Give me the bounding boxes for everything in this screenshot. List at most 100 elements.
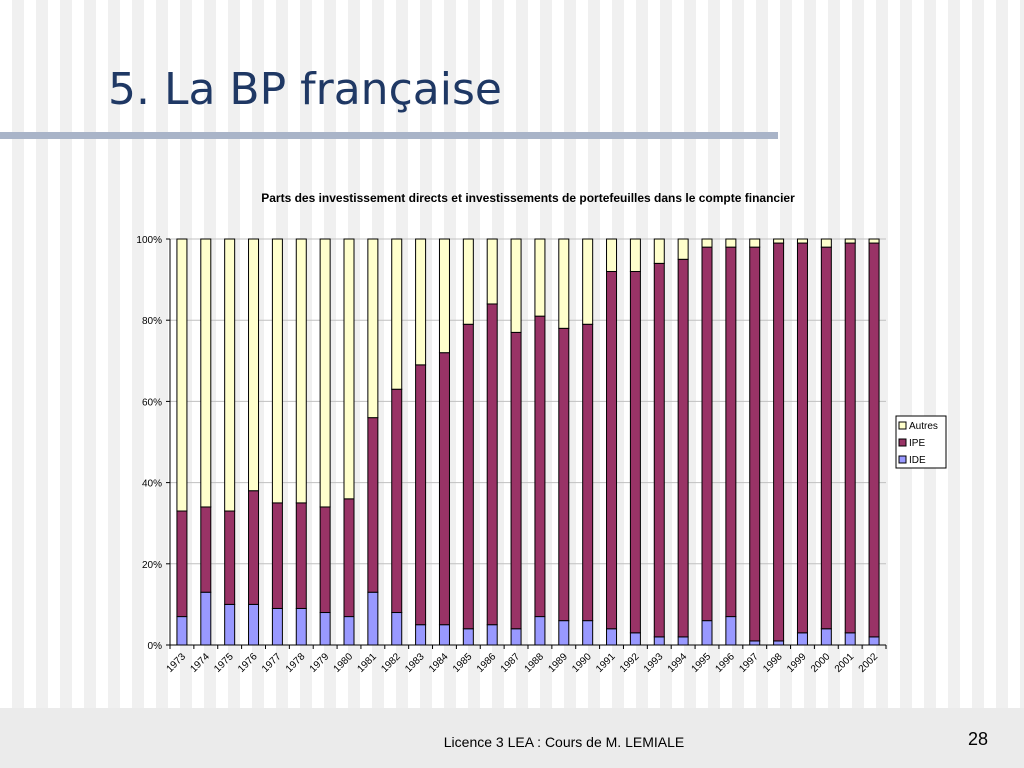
x-tick-label: 1991 xyxy=(594,651,618,675)
bar-ide-1974 xyxy=(200,591,212,646)
bar-autres-1999 xyxy=(796,238,808,244)
bar-ide-2001 xyxy=(844,632,856,646)
bar-ide-1998 xyxy=(773,640,785,646)
title-area: 5. La BP française xyxy=(0,0,1024,150)
bar-autres-1987 xyxy=(510,238,522,333)
bar-ipe-1983 xyxy=(415,364,427,626)
bar-ipe-1999 xyxy=(796,242,808,634)
y-tick-label: 20% xyxy=(142,560,162,571)
bar-ipe-1984 xyxy=(438,352,450,626)
bar-ide-1991 xyxy=(606,628,618,646)
bar-ide-1983 xyxy=(415,624,427,646)
x-tick-label: 2001 xyxy=(833,651,857,675)
bar-autres-1990 xyxy=(582,238,594,325)
x-tick-label: 1989 xyxy=(546,651,570,675)
x-tick-label: 1981 xyxy=(355,651,379,675)
bar-ipe-1976 xyxy=(248,490,260,605)
y-tick-label: 40% xyxy=(142,479,162,490)
y-tick-label: 0% xyxy=(148,641,163,652)
bar-ipe-1981 xyxy=(367,417,379,593)
x-tick-label: 2002 xyxy=(857,651,881,675)
x-tick-label: 1984 xyxy=(427,651,451,675)
bar-autres-1980 xyxy=(343,238,355,500)
bar-ide-1984 xyxy=(438,624,450,646)
bar-autres-1984 xyxy=(438,238,450,354)
bar-autres-2000 xyxy=(820,238,832,248)
legend-swatch-ide xyxy=(898,455,907,464)
bar-ipe-1977 xyxy=(271,502,283,609)
bar-ide-2002 xyxy=(868,636,880,646)
bar-autres-1994 xyxy=(677,238,689,260)
bar-ipe-1994 xyxy=(677,258,689,638)
bar-autres-1993 xyxy=(653,238,665,264)
x-tick-label: 1996 xyxy=(713,651,737,675)
x-tick-label: 1980 xyxy=(332,651,356,675)
bar-ide-1986 xyxy=(486,624,498,646)
bar-ipe-1982 xyxy=(391,388,403,614)
bar-ipe-1992 xyxy=(629,270,641,634)
bar-ipe-2001 xyxy=(844,242,856,634)
bar-ide-1990 xyxy=(582,620,594,646)
bar-autres-1989 xyxy=(558,238,570,329)
legend-label-ipe: IPE xyxy=(909,438,925,449)
y-tick-label: 60% xyxy=(142,397,162,408)
bar-autres-1998 xyxy=(773,238,785,244)
bar-autres-1975 xyxy=(224,238,236,512)
bar-autres-1973 xyxy=(176,238,188,512)
x-tick-label: 1987 xyxy=(499,651,523,675)
bar-ipe-1980 xyxy=(343,498,355,618)
bar-ipe-1989 xyxy=(558,327,570,622)
legend: Autres IPE IDE xyxy=(895,415,947,469)
x-tick-label: 1997 xyxy=(737,651,761,675)
bar-ide-1994 xyxy=(677,636,689,646)
x-tick-label: 1994 xyxy=(666,651,690,675)
bar-autres-1982 xyxy=(391,238,403,390)
x-tick-label: 1983 xyxy=(403,651,427,675)
x-tick-label: 1985 xyxy=(451,651,475,675)
x-tick-label: 1995 xyxy=(690,651,714,675)
bar-ide-1985 xyxy=(462,628,474,646)
bar-ipe-1975 xyxy=(224,510,236,605)
bar-ipe-1995 xyxy=(701,246,713,622)
bar-autres-2001 xyxy=(844,238,856,244)
bar-autres-1986 xyxy=(486,238,498,305)
y-axis-ticks: 0% 20% 40% 60% 80% 100% xyxy=(136,235,162,652)
bars xyxy=(176,238,880,646)
bar-ipe-2002 xyxy=(868,242,880,638)
legend-label-autres: Autres xyxy=(909,421,938,432)
bar-ide-1989 xyxy=(558,620,570,646)
bar-ide-1987 xyxy=(510,628,522,646)
x-tick-label: 1986 xyxy=(475,651,499,675)
bar-autres-1976 xyxy=(248,238,260,492)
bar-ide-1982 xyxy=(391,612,403,646)
x-tick-label: 1979 xyxy=(308,651,332,675)
bar-autres-1974 xyxy=(200,238,212,508)
x-tick-label: 1975 xyxy=(212,651,236,675)
bar-ide-1973 xyxy=(176,616,188,646)
bar-ide-1981 xyxy=(367,591,379,646)
bar-autres-1981 xyxy=(367,238,379,419)
bar-ide-1997 xyxy=(749,640,761,646)
bar-ipe-1973 xyxy=(176,510,188,618)
bar-autres-1988 xyxy=(534,238,546,317)
bar-autres-1991 xyxy=(606,238,618,272)
bar-ide-1976 xyxy=(248,603,260,646)
bar-autres-1992 xyxy=(629,238,641,272)
bar-autres-2002 xyxy=(868,238,880,244)
legend-swatch-ipe xyxy=(898,438,907,447)
bar-ide-1978 xyxy=(295,607,307,646)
x-tick-label: 1990 xyxy=(570,651,594,675)
x-tick-label: 1973 xyxy=(165,651,189,675)
y-tick-label: 80% xyxy=(142,316,162,327)
legend-label-ide: IDE xyxy=(909,455,926,466)
bar-ide-1975 xyxy=(224,603,236,646)
x-tick-label: 1974 xyxy=(188,651,212,675)
bar-ide-1999 xyxy=(796,632,808,646)
footer-text: Licence 3 LEA : Cours de M. LEMIALE xyxy=(443,734,685,750)
chart-title: Parts des investissement directs et inve… xyxy=(261,191,795,205)
bar-ipe-1997 xyxy=(749,246,761,642)
gridlines xyxy=(170,238,886,565)
bar-ipe-1985 xyxy=(462,323,474,630)
bar-ide-1988 xyxy=(534,616,546,646)
bar-ipe-1988 xyxy=(534,315,546,618)
